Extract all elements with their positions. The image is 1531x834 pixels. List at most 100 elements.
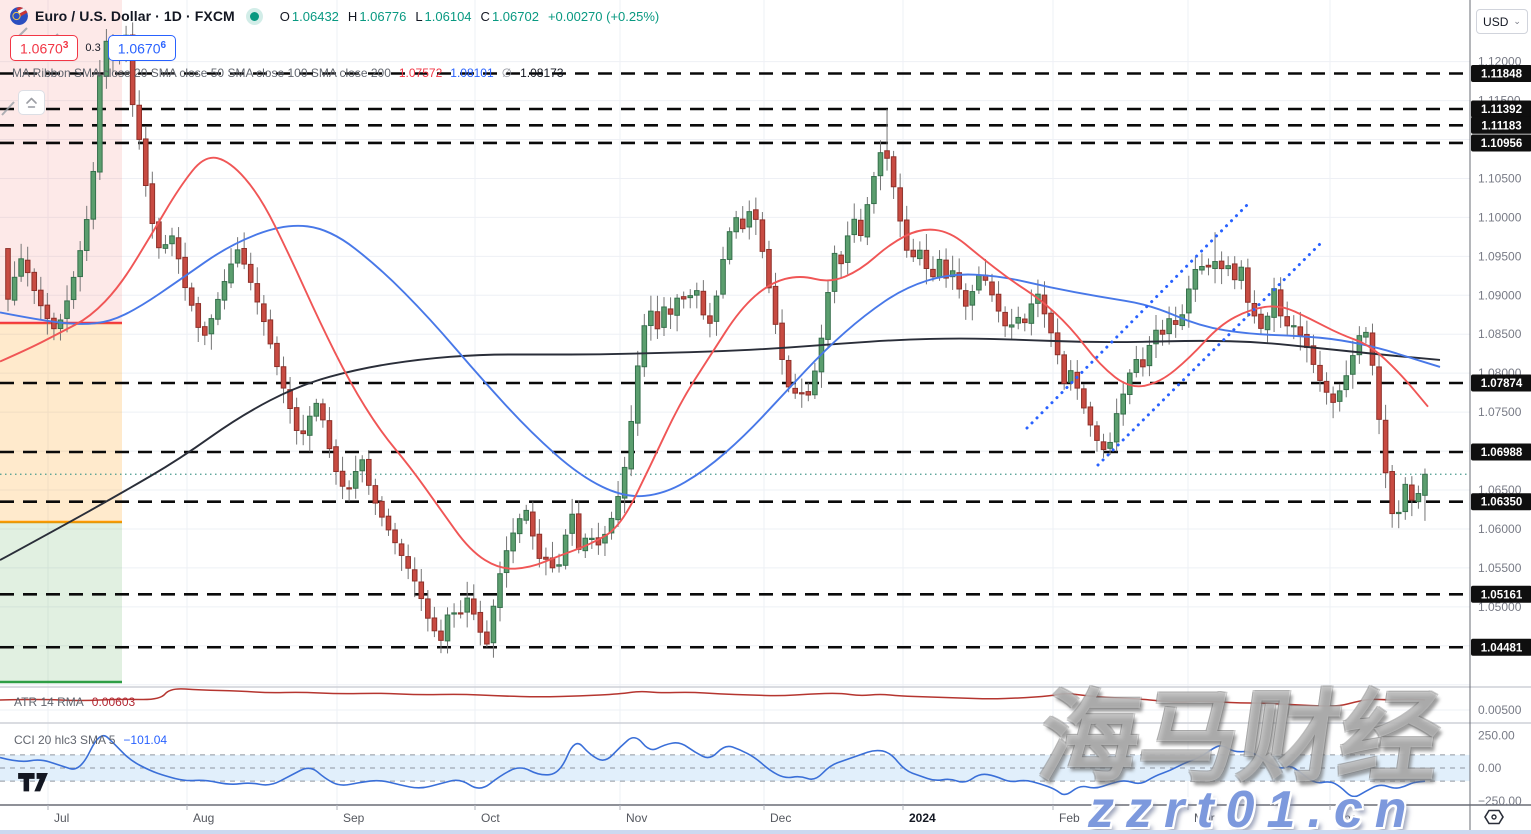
currency-selector[interactable]: USD ⌄ — [1476, 9, 1528, 34]
sell-button[interactable]: 1.06703 — [10, 35, 79, 61]
candle-body — [97, 75, 103, 173]
candle — [825, 280, 831, 348]
candle — [917, 241, 923, 266]
candle-body — [385, 515, 392, 531]
candle-body — [1107, 441, 1113, 449]
sma20-line — [0, 156, 1429, 570]
candle-body — [956, 272, 963, 290]
candle — [858, 208, 864, 242]
candle-body — [858, 219, 864, 236]
candle-body — [1113, 413, 1120, 443]
alert-price-label[interactable]: 1.06988 — [1471, 443, 1531, 461]
alert-price-label[interactable]: 1.11848 — [1471, 64, 1531, 82]
candle — [995, 281, 1002, 323]
price-axis-label: 1.05000 — [1478, 600, 1522, 614]
atr-legend[interactable]: ATR 14 RMA 0.00603 — [14, 695, 135, 709]
candle — [97, 60, 103, 180]
candle-body — [11, 276, 18, 301]
candle-body — [142, 138, 149, 186]
candle — [569, 498, 575, 546]
alert-price-label[interactable]: 1.11183 — [1471, 116, 1531, 134]
collapse-pane-button[interactable] — [18, 90, 45, 115]
buy-button[interactable]: 1.06706 — [107, 35, 177, 61]
sma100-value: ∅ — [501, 66, 513, 80]
candle-body — [1290, 325, 1297, 328]
candle — [1087, 401, 1094, 437]
candle-body — [44, 304, 51, 319]
candle — [615, 481, 621, 527]
candle-body — [346, 487, 352, 490]
market-status-dot[interactable] — [249, 11, 259, 21]
candle — [405, 544, 411, 580]
candle-body — [1192, 268, 1199, 290]
candle — [83, 205, 90, 262]
candlestick-series[interactable] — [5, 22, 1428, 658]
time-axis[interactable]: Jul Aug Sep Oct Nov Dec 2024 Feb Mar Apr — [47, 805, 1355, 825]
candle-body — [648, 310, 654, 327]
candle — [228, 248, 234, 289]
price-axis-label: 1.08500 — [1478, 327, 1522, 341]
time-axis-label: 2024 — [909, 811, 936, 825]
candle-body — [287, 389, 293, 410]
candle — [352, 455, 359, 499]
candle — [1100, 433, 1107, 458]
alert-price-label-text: 1.07874 — [1481, 378, 1523, 390]
candle-body — [1074, 371, 1081, 389]
candle — [366, 450, 372, 495]
candle-body — [1205, 264, 1212, 268]
candle — [57, 313, 64, 341]
candle-body — [451, 612, 457, 615]
ma-ribbon-legend[interactable]: MA Ribbon SMA close 20 SMA close 50 SMA … — [12, 66, 564, 80]
candle — [1409, 476, 1415, 517]
candle-body — [1310, 345, 1317, 365]
candle-body — [438, 630, 444, 641]
candle — [503, 536, 510, 588]
change-value: +0.00270 (+0.25%) — [547, 8, 660, 24]
candle — [484, 620, 490, 648]
candle — [792, 373, 799, 399]
alert-price-label[interactable]: 1.05161 — [1471, 585, 1531, 603]
candle — [1264, 312, 1271, 343]
candle-body — [339, 470, 346, 487]
chevron-up-icon — [26, 97, 37, 108]
alert-price-label[interactable]: 1.10956 — [1471, 134, 1531, 152]
candle-body — [1061, 354, 1067, 384]
candle — [142, 126, 149, 197]
tradingview-logo[interactable] — [18, 773, 48, 797]
candle-body — [326, 420, 333, 450]
candle — [418, 568, 425, 611]
candle-body — [484, 631, 490, 645]
alert-price-label[interactable]: 1.07874 — [1471, 374, 1531, 392]
alert-price-label[interactable]: 1.11392 — [1471, 100, 1531, 118]
candle-body — [864, 204, 871, 238]
candle — [1376, 352, 1382, 435]
candle-body — [536, 533, 543, 559]
symbol-title[interactable]: Euro / U.S. Dollar · 1D · FXCM — [35, 8, 235, 24]
alert-price-label[interactable]: 1.06350 — [1471, 493, 1531, 511]
candle-body — [989, 281, 995, 296]
alert-price-label[interactable]: 1.04481 — [1471, 638, 1531, 656]
alert-price-label-text: 1.11392 — [1481, 104, 1522, 116]
candle-body — [1297, 326, 1304, 336]
candle — [831, 245, 838, 304]
candle — [457, 600, 464, 619]
candle — [844, 221, 851, 275]
candle-body — [575, 513, 582, 550]
candle-body — [267, 319, 274, 345]
cci-legend[interactable]: CCI 20 hlc3 SMA 5 −101.04 — [14, 733, 167, 747]
candle — [871, 171, 877, 214]
session-settings-icon[interactable] — [1484, 807, 1504, 832]
candle — [1186, 275, 1192, 328]
candle-body — [503, 550, 510, 574]
candle — [713, 290, 720, 336]
candle — [1081, 384, 1087, 414]
candle — [398, 538, 405, 571]
candle-body — [923, 249, 930, 270]
candle-body — [1186, 288, 1192, 314]
candle-body — [497, 573, 503, 608]
candle — [261, 295, 267, 336]
candle-body — [1422, 473, 1428, 496]
open-label: O — [279, 8, 290, 24]
candle — [949, 255, 956, 290]
